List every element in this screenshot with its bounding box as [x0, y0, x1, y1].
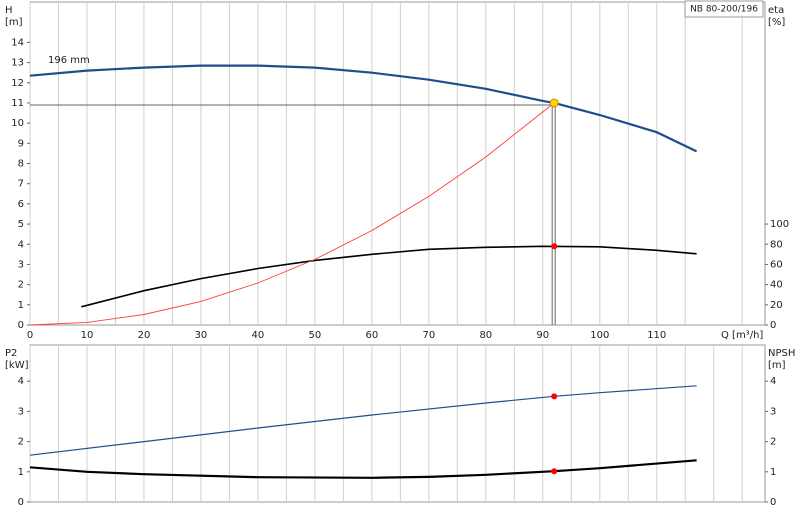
y-tick-label: 2 [18, 437, 24, 448]
y2-tick-label: 40 [770, 280, 783, 291]
y-tick-label: 2 [18, 280, 24, 291]
x-tick-label: 20 [138, 330, 151, 341]
y2-tick-label: 4 [770, 376, 776, 387]
y2-tick-label: 20 [770, 300, 783, 311]
y-tick-label: 6 [18, 199, 24, 210]
y-tick-label: 1 [18, 300, 24, 311]
duty-point-marker [551, 393, 558, 400]
x-tick-label: 70 [422, 330, 435, 341]
y2-tick-label: 0 [770, 497, 776, 508]
y-tick-label: 0 [18, 497, 24, 508]
y-tick-label: 3 [18, 259, 24, 270]
x-tick-label: 30 [195, 330, 208, 341]
y2-tick-label: 0 [770, 320, 776, 331]
x-tick-label: 90 [536, 330, 549, 341]
chart-title: NB 80-200/196 [690, 5, 758, 15]
title-box [684, 0, 764, 18]
series-line [29, 459, 697, 479]
y-tick-label: 14 [11, 37, 24, 48]
y-tick-label: 4 [18, 376, 24, 387]
y-tick-label: 1 [18, 467, 24, 478]
y-tick-label: 3 [18, 406, 24, 417]
y2-tick-label: 1 [770, 467, 776, 478]
y-tick-label: 9 [18, 138, 24, 149]
y2-axis-label: NPSH [768, 348, 795, 359]
y2-tick-label: 60 [770, 259, 783, 270]
y2-tick-label: 80 [770, 239, 783, 250]
x-tick-label: 80 [479, 330, 492, 341]
duty-point-marker [551, 468, 558, 475]
y-axis-label: P2 [5, 348, 17, 359]
x-tick-label: 50 [309, 330, 322, 341]
plot-area [29, 344, 766, 503]
y2-axis-label: [%] [768, 17, 785, 28]
y2-tick-label: 2 [770, 437, 776, 448]
y-tick-label: 11 [11, 98, 24, 109]
series-line [81, 245, 697, 308]
series-line [29, 64, 698, 153]
x-tick-label: 60 [365, 330, 378, 341]
x-axis-label: Q [m³/h] [721, 330, 763, 341]
x-tick-label: 100 [590, 330, 609, 341]
y2-tick-label: 100 [770, 219, 789, 230]
y-tick-label: 13 [11, 58, 24, 69]
x-tick-label: 110 [647, 330, 666, 341]
y-axis-label: H [5, 5, 13, 16]
y-tick-label: 12 [11, 78, 24, 89]
y-tick-label: 7 [18, 179, 24, 190]
x-tick-label: 40 [252, 330, 265, 341]
y-axis-label: [kW] [5, 360, 29, 371]
x-tick-label: 10 [81, 330, 94, 341]
duty-point [549, 98, 559, 108]
y-tick-label: 0 [18, 320, 24, 331]
y2-axis-label: [m] [768, 360, 786, 371]
y2-axis-label: eta [768, 5, 784, 16]
series-line [29, 385, 697, 456]
curve-annotation: 196 mm [48, 55, 90, 66]
y-tick-label: 4 [18, 239, 24, 250]
y2-tick-label: 3 [770, 406, 776, 417]
duty-point-marker [551, 243, 558, 250]
y-tick-label: 8 [18, 159, 24, 170]
x-tick-label: 0 [27, 330, 33, 341]
y-tick-label: 5 [18, 219, 24, 230]
y-axis-label: [m] [5, 17, 23, 28]
plot-area [29, 1, 766, 326]
y-tick-label: 10 [11, 118, 24, 129]
series-line [29, 102, 555, 326]
